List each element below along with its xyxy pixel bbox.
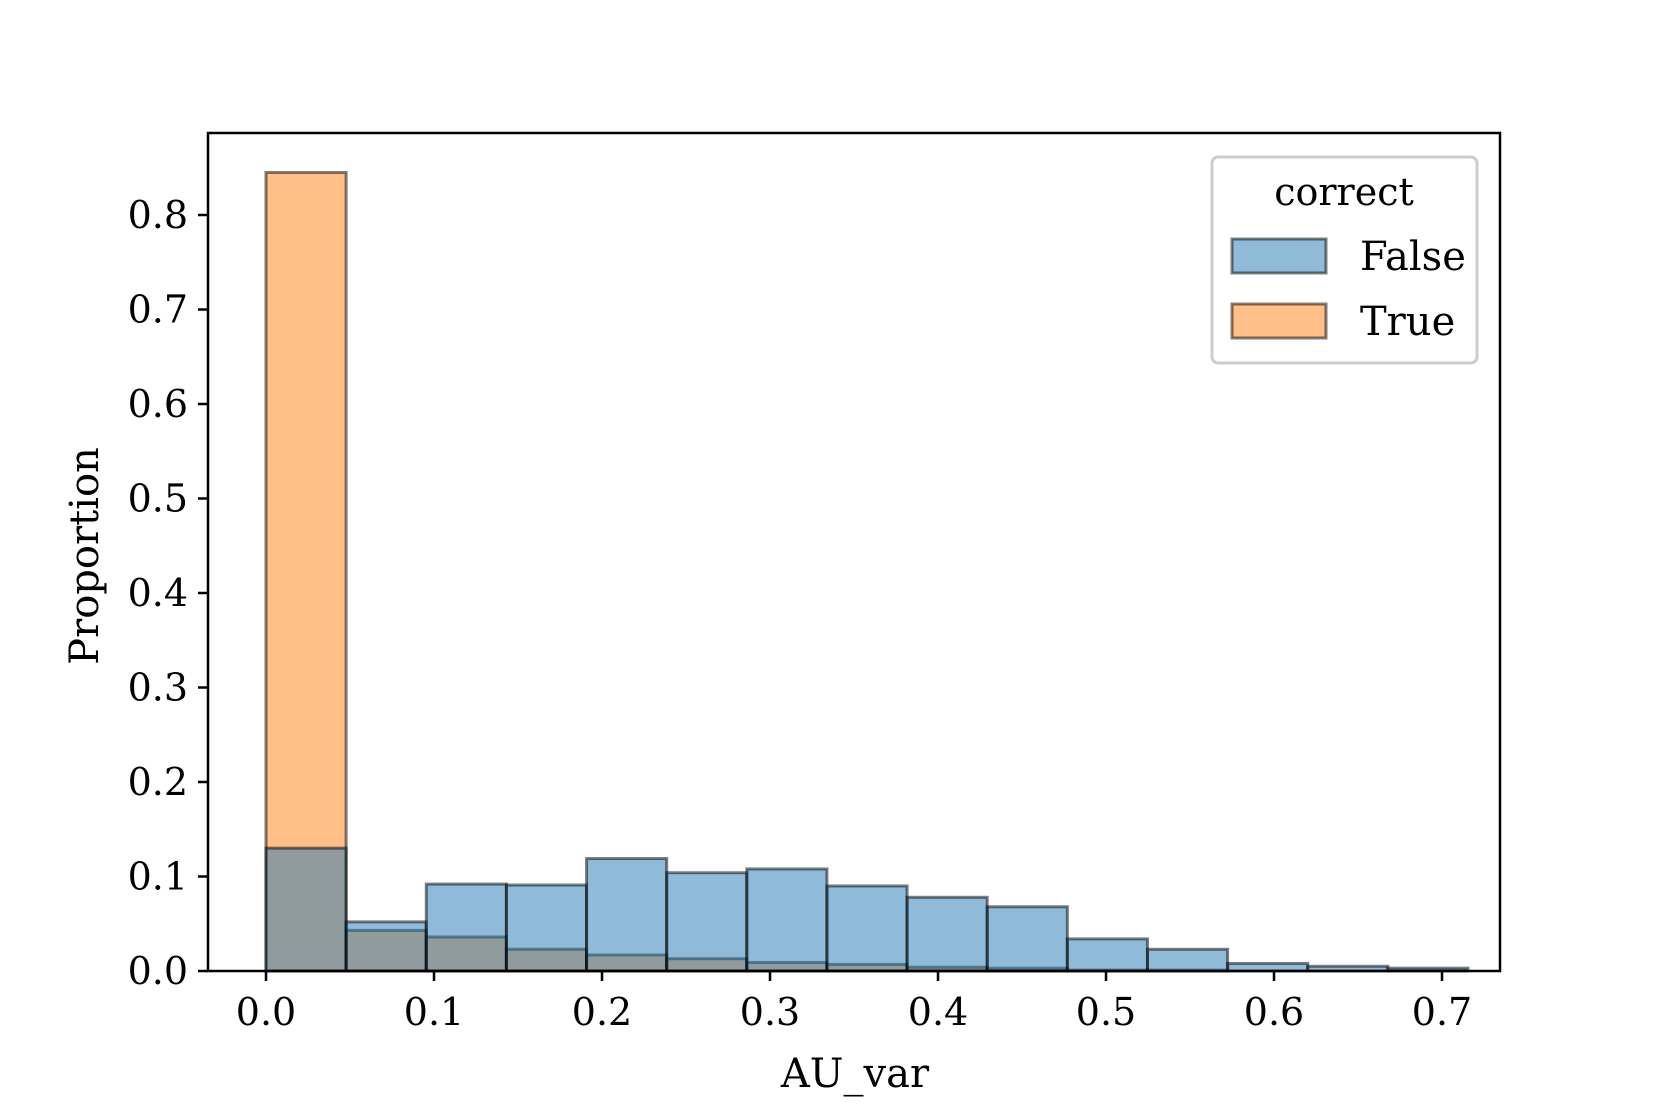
y-tick-label: 0.4 [128,571,188,615]
legend-swatch-true [1230,302,1328,340]
x-tick-label: 0.1 [404,990,464,1034]
x-tick-label: 0.4 [908,990,968,1034]
x-tick-label: 0.3 [740,990,800,1034]
bar-false-9 [985,905,1069,973]
bar-false-3 [504,883,589,973]
bar-false-5 [665,871,749,973]
y-tick-label: 0.6 [128,382,188,426]
x-tick-label: 0.2 [572,990,632,1034]
x-tick-label: 0.7 [1412,990,1472,1034]
bar-false-0 [264,846,348,973]
legend-label-false: False [1360,234,1466,280]
bar-true-0 [264,170,348,973]
y-tick-label: 0.0 [128,949,188,993]
y-tick-label: 0.1 [128,855,188,899]
legend-swatch-false [1230,237,1328,275]
legend-title: correct [1274,170,1414,214]
bar-false-10 [1065,937,1149,973]
bar-false-8 [905,895,989,973]
y-tick-label: 0.7 [128,288,188,332]
x-tick-label: 0.5 [1076,990,1136,1034]
y-tick-label: 0.8 [128,193,188,237]
bar-false-4 [585,857,669,973]
y-axis-label: Proportion [62,447,108,665]
x-tick-label: 0.0 [236,990,296,1034]
plot-frame [206,131,1502,973]
bars-layer [264,170,1470,973]
bar-false-7 [825,884,909,973]
bar-false-11 [1145,947,1230,973]
x-tick-label: 0.6 [1244,990,1304,1034]
x-axis-ticks: 0.0 0.1 0.2 0.3 0.4 0.5 0.6 0.7 [236,971,1472,1034]
bar-false-1 [344,920,428,973]
legend-label-true: True [1360,299,1455,345]
y-tick-label: 0.3 [128,666,188,710]
x-axis-label: AU_var [780,1051,930,1097]
y-tick-label: 0.2 [128,760,188,804]
legend: correct False True [1210,155,1479,365]
bar-false-2 [424,882,508,973]
y-tick-label: 0.5 [128,477,188,521]
y-axis-ticks: 0.0 0.1 0.2 0.3 0.4 0.5 0.6 0.7 0.8 [128,193,208,993]
axes-frame [206,131,1502,973]
bar-false-6 [745,867,829,973]
